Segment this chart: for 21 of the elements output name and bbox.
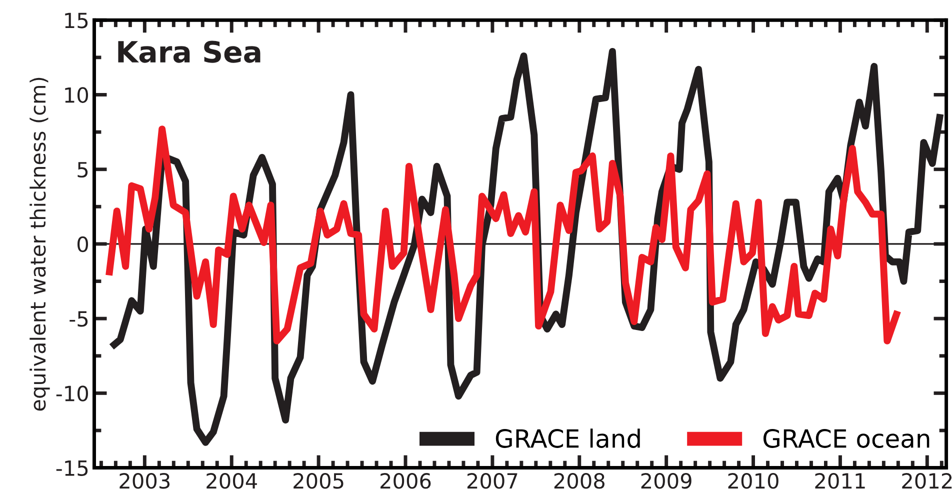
y-tick-label: 10 bbox=[65, 87, 88, 103]
x-tick-label: 2006 bbox=[380, 473, 431, 489]
y-tick-label: 15 bbox=[65, 12, 88, 28]
x-tick-label: 2009 bbox=[641, 473, 692, 489]
y-tick-label: -5 bbox=[70, 311, 88, 327]
x-tick-label: 2010 bbox=[728, 473, 778, 489]
text: Kara Sea bbox=[118, 40, 260, 63]
y-tick-label: -15 bbox=[56, 460, 88, 476]
y-tick-label: 0 bbox=[78, 236, 88, 252]
y-axis-title: equivalent water thickness (cm) bbox=[30, 78, 50, 411]
x-tick-label: 2005 bbox=[294, 473, 344, 489]
y-tick-label: 5 bbox=[78, 162, 88, 178]
x-tick-label: 2008 bbox=[554, 473, 604, 489]
x-tick-label: 2012 bbox=[902, 473, 952, 489]
legend-label: GRACE ocean bbox=[763, 429, 930, 448]
x-tick-label: 2007 bbox=[467, 473, 518, 489]
y-tick-label: -10 bbox=[56, 386, 88, 402]
legend-label: GRACE land bbox=[496, 428, 640, 448]
x-tick-label: 2003 bbox=[120, 473, 170, 489]
x-tick-label: 2004 bbox=[206, 473, 257, 489]
x-tick-label: 2011 bbox=[815, 473, 865, 489]
